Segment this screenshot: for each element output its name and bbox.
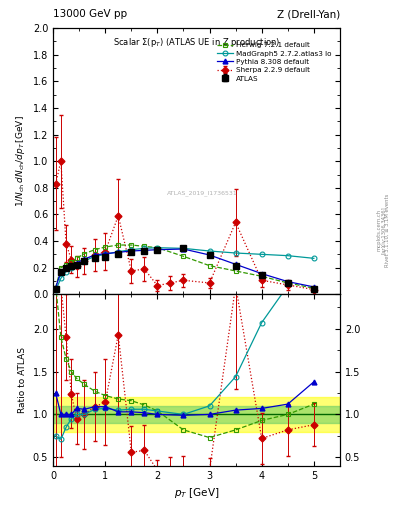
MadGraph5 2.7.2.atlas3 lo — [142, 245, 147, 251]
Pythia 8.308 default — [155, 247, 160, 253]
Text: 13000 GeV pp: 13000 GeV pp — [53, 9, 127, 19]
Pythia 8.308 default — [207, 252, 212, 258]
Bar — [53, 397, 340, 432]
MadGraph5 2.7.2.atlas3 lo — [103, 251, 108, 258]
Text: mcplots.cern.ch: mcplots.cern.ch — [377, 209, 382, 251]
Herwig 7.2.1 default — [116, 242, 121, 248]
Herwig 7.2.1 default — [181, 253, 186, 260]
Line: Pythia 8.308 default: Pythia 8.308 default — [53, 247, 316, 290]
Herwig 7.2.1 default — [64, 262, 68, 268]
Pythia 8.308 default — [116, 249, 121, 255]
Line: Herwig 7.2.1 default: Herwig 7.2.1 default — [53, 243, 316, 291]
Herwig 7.2.1 default — [142, 243, 147, 249]
Text: Rivet 3.1.10, ≥ 3.1M events: Rivet 3.1.10, ≥ 3.1M events — [385, 194, 389, 267]
Text: Z (Drell-Yan): Z (Drell-Yan) — [277, 9, 340, 19]
Pythia 8.308 default — [64, 265, 68, 271]
MadGraph5 2.7.2.atlas3 lo — [129, 247, 134, 253]
Pythia 8.308 default — [312, 284, 316, 290]
Herwig 7.2.1 default — [285, 280, 290, 286]
Herwig 7.2.1 default — [53, 285, 58, 291]
Y-axis label: $1/N_\mathrm{ch}\,dN_\mathrm{ch}/dp_T\,[\mathrm{GeV}]$: $1/N_\mathrm{ch}\,dN_\mathrm{ch}/dp_T\,[… — [14, 115, 27, 207]
Pythia 8.308 default — [259, 270, 264, 276]
Herwig 7.2.1 default — [82, 250, 87, 257]
Legend: Herwig 7.2.1 default, MadGraph5 2.7.2.atlas3 lo, Pythia 8.308 default, Sherpa 2.: Herwig 7.2.1 default, MadGraph5 2.7.2.at… — [215, 40, 334, 84]
MadGraph5 2.7.2.atlas3 lo — [155, 245, 160, 251]
Herwig 7.2.1 default — [155, 245, 160, 251]
Herwig 7.2.1 default — [59, 265, 63, 271]
Pythia 8.308 default — [129, 248, 134, 254]
MadGraph5 2.7.2.atlas3 lo — [69, 265, 73, 271]
MadGraph5 2.7.2.atlas3 lo — [59, 275, 63, 282]
MadGraph5 2.7.2.atlas3 lo — [181, 245, 186, 251]
Pythia 8.308 default — [92, 252, 97, 258]
MadGraph5 2.7.2.atlas3 lo — [74, 262, 79, 268]
Herwig 7.2.1 default — [74, 255, 79, 262]
MadGraph5 2.7.2.atlas3 lo — [116, 249, 121, 255]
MadGraph5 2.7.2.atlas3 lo — [259, 251, 264, 258]
Pythia 8.308 default — [69, 263, 73, 269]
MadGraph5 2.7.2.atlas3 lo — [207, 248, 212, 254]
Pythia 8.308 default — [285, 279, 290, 285]
MadGraph5 2.7.2.atlas3 lo — [312, 255, 316, 262]
Herwig 7.2.1 default — [312, 285, 316, 291]
X-axis label: $p_T$ [GeV]: $p_T$ [GeV] — [174, 486, 219, 500]
Pythia 8.308 default — [181, 246, 186, 252]
Herwig 7.2.1 default — [259, 273, 264, 280]
MadGraph5 2.7.2.atlas3 lo — [285, 252, 290, 259]
Text: Scalar $\Sigma$(p$_T$) (ATLAS UE in Z production): Scalar $\Sigma$(p$_T$) (ATLAS UE in Z pr… — [113, 36, 280, 49]
Herwig 7.2.1 default — [233, 268, 238, 274]
Text: ATLAS_2019_I1736531: ATLAS_2019_I1736531 — [167, 190, 238, 196]
Herwig 7.2.1 default — [69, 259, 73, 265]
Herwig 7.2.1 default — [129, 242, 134, 248]
MadGraph5 2.7.2.atlas3 lo — [92, 253, 97, 260]
Text: [arXiv:1306.3436]: [arXiv:1306.3436] — [381, 206, 386, 254]
Pythia 8.308 default — [103, 250, 108, 257]
Pythia 8.308 default — [74, 260, 79, 266]
Pythia 8.308 default — [142, 247, 147, 253]
MadGraph5 2.7.2.atlas3 lo — [82, 258, 87, 264]
Pythia 8.308 default — [233, 261, 238, 267]
Pythia 8.308 default — [59, 269, 63, 275]
Bar — [53, 406, 340, 423]
MadGraph5 2.7.2.atlas3 lo — [53, 287, 58, 293]
MadGraph5 2.7.2.atlas3 lo — [233, 250, 238, 256]
MadGraph5 2.7.2.atlas3 lo — [64, 269, 68, 275]
Pythia 8.308 default — [82, 256, 87, 262]
Line: MadGraph5 2.7.2.atlas3 lo: MadGraph5 2.7.2.atlas3 lo — [53, 245, 316, 293]
Herwig 7.2.1 default — [103, 244, 108, 250]
Herwig 7.2.1 default — [207, 263, 212, 269]
Y-axis label: Ratio to ATLAS: Ratio to ATLAS — [18, 347, 27, 413]
Pythia 8.308 default — [53, 285, 58, 291]
Herwig 7.2.1 default — [92, 247, 97, 253]
